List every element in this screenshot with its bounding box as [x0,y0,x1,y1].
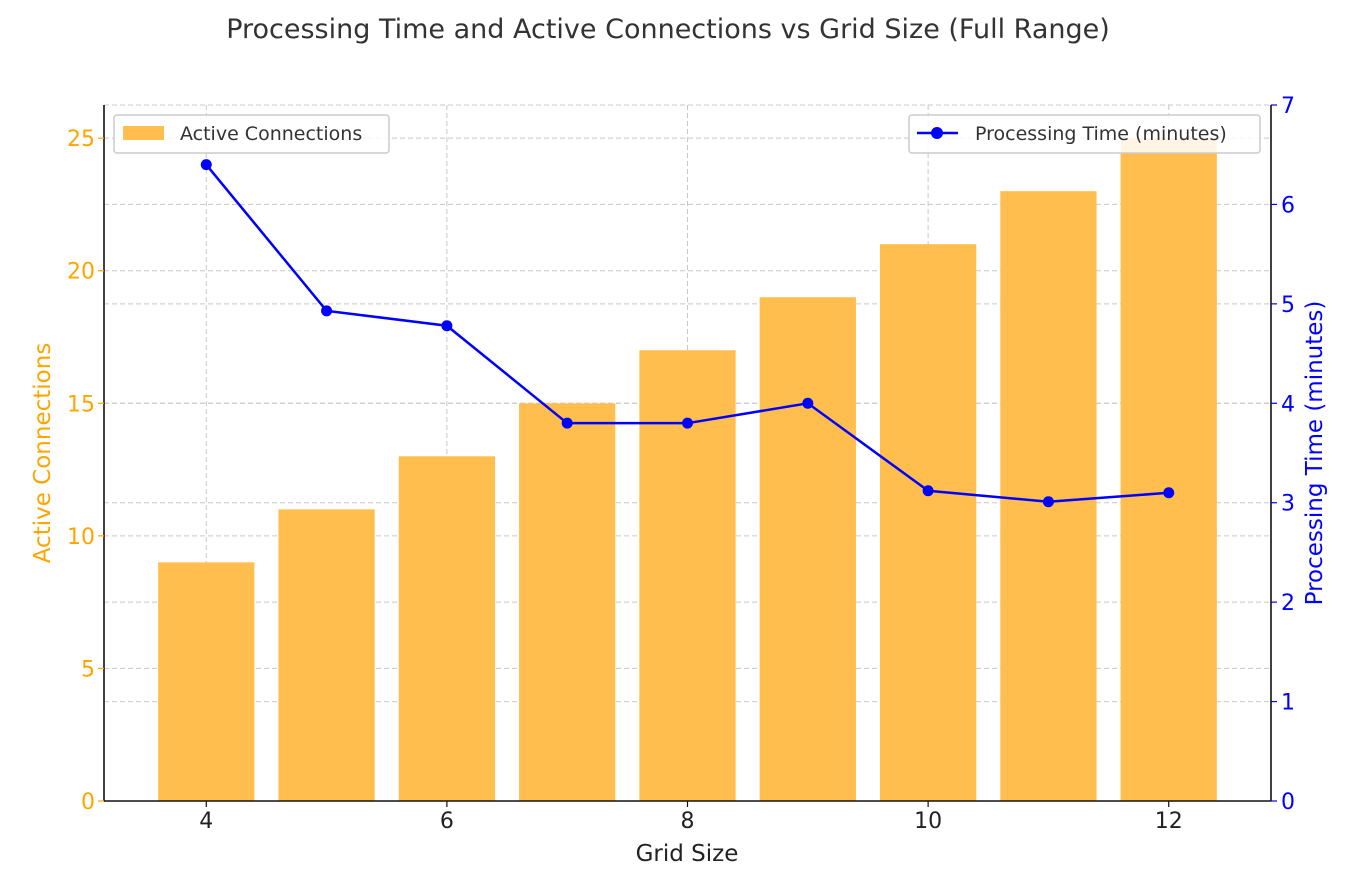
line-point [561,417,573,429]
y-tick-label-right: 0 [1281,790,1295,815]
y-axis-right-label: Processing Time (minutes) [1302,301,1328,606]
y-tick-label-right: 7 [1281,94,1295,119]
bar [278,509,375,801]
legend-marker [931,127,943,139]
y-tick-label-right: 3 [1281,492,1295,517]
bar [1000,191,1097,801]
line-series [200,159,1175,508]
line-point [200,159,212,171]
bar [1120,138,1217,802]
line-point [1042,496,1054,508]
bars [158,138,1217,802]
line-point [682,417,693,429]
bar [398,456,496,801]
y-tick-label-right: 5 [1281,293,1295,318]
y-tick-label-left: 10 [67,525,95,550]
x-tick-label: 12 [1155,809,1183,834]
y-tick-label-left: 5 [81,657,95,682]
y-tick-label-left: 25 [67,127,95,152]
y-axis-left-label: Active Connections [30,343,56,564]
x-tick-label: 10 [914,809,942,834]
legend-label-processing-time: Processing Time (minutes) [975,123,1227,145]
x-tick-label: 8 [681,809,695,834]
y-tick-label-right: 4 [1281,392,1295,417]
y-tick-label-left: 15 [67,392,95,417]
y-tick-label-left: 0 [81,790,95,815]
y-tick-label-right: 1 [1281,691,1295,716]
line-point [1163,487,1175,499]
legend-label-active-connections: Active Connections [180,123,362,145]
line-point [321,305,333,317]
line-point [922,485,934,497]
legend-bar-swatch [123,126,164,140]
legend-processing-time: Processing Time (minutes) [908,114,1261,154]
bar [519,403,616,801]
legend-active-connections: Active Connections [113,114,390,154]
y-tick-label-right: 2 [1281,591,1295,616]
bar [879,244,977,801]
x-tick-label: 6 [440,809,454,834]
y-tick-label-left: 20 [67,260,95,285]
chart-title: Processing Time and Active Connections v… [226,14,1110,45]
line-point [802,397,814,409]
line-point [441,320,453,332]
x-axis-label: Grid Size [636,841,739,867]
x-tick-label: 4 [199,809,213,834]
y-tick-label-right: 6 [1281,193,1295,218]
bar [759,297,856,801]
bar [158,562,255,801]
